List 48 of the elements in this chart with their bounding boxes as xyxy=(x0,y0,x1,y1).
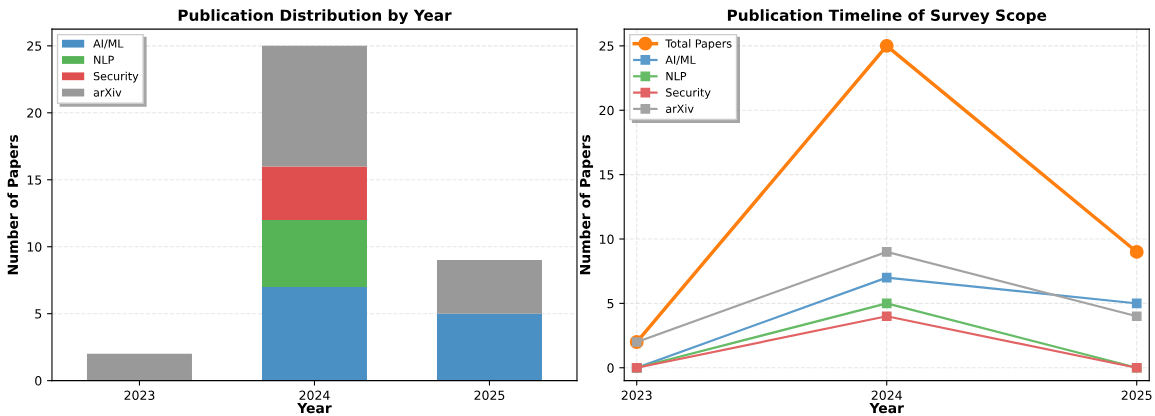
legend-label: AI/ML xyxy=(93,39,124,49)
x-axis-title: Year xyxy=(297,402,332,414)
y-tick-label: 5 xyxy=(35,309,42,319)
point xyxy=(1131,311,1142,322)
legend-label: arXiv xyxy=(93,88,122,97)
bar xyxy=(261,219,367,287)
y-tick-label: 25 xyxy=(599,41,614,51)
bar xyxy=(261,45,367,167)
x-tick-label: 2024 xyxy=(871,390,902,401)
y-tick-label: 10 xyxy=(27,242,42,252)
bar xyxy=(261,286,367,381)
y-axis-title: Number of Papers xyxy=(579,134,594,275)
chart-title: Publication Distribution by Year xyxy=(178,9,452,25)
y-tick-label: 20 xyxy=(599,105,614,116)
legend-label: NLP xyxy=(94,55,114,64)
y-tick-label: 0 xyxy=(35,376,42,386)
legend-label: AI/ML xyxy=(665,55,696,65)
y-tick-label: 25 xyxy=(27,41,42,51)
x-tick-label: 2025 xyxy=(1121,390,1152,401)
y-tick-label: 15 xyxy=(599,170,614,180)
legend-label: Security xyxy=(666,88,711,99)
chart-title: Publication Timeline of Survey Scope xyxy=(727,9,1047,25)
x-tick-label: 2024 xyxy=(299,390,330,401)
point xyxy=(879,38,894,53)
y-axis-title: Number of Papers xyxy=(7,134,21,275)
x-tick-label: 2023 xyxy=(124,390,155,401)
x-tick-label: 2025 xyxy=(474,390,505,401)
bar xyxy=(436,313,542,381)
point xyxy=(1129,244,1144,259)
legend-label: Total Papers xyxy=(665,39,732,50)
legend-label: arXiv xyxy=(666,104,694,113)
point xyxy=(881,272,892,283)
y-tick-label: 5 xyxy=(607,299,614,309)
legend-label: Security xyxy=(93,71,139,83)
bar xyxy=(436,260,542,314)
y-tick-label: 0 xyxy=(607,363,614,373)
y-tick-label: 10 xyxy=(599,234,614,244)
point xyxy=(881,298,892,309)
point xyxy=(881,311,892,322)
legend-label: NLP xyxy=(666,72,687,81)
x-axis-title: Year xyxy=(869,402,904,414)
bar xyxy=(86,353,192,381)
y-tick-label: 15 xyxy=(27,175,42,185)
point xyxy=(1131,298,1142,309)
y-tick-label: 20 xyxy=(27,108,42,118)
bar xyxy=(261,166,367,220)
x-tick-label: 2023 xyxy=(621,390,652,401)
point xyxy=(881,247,892,257)
